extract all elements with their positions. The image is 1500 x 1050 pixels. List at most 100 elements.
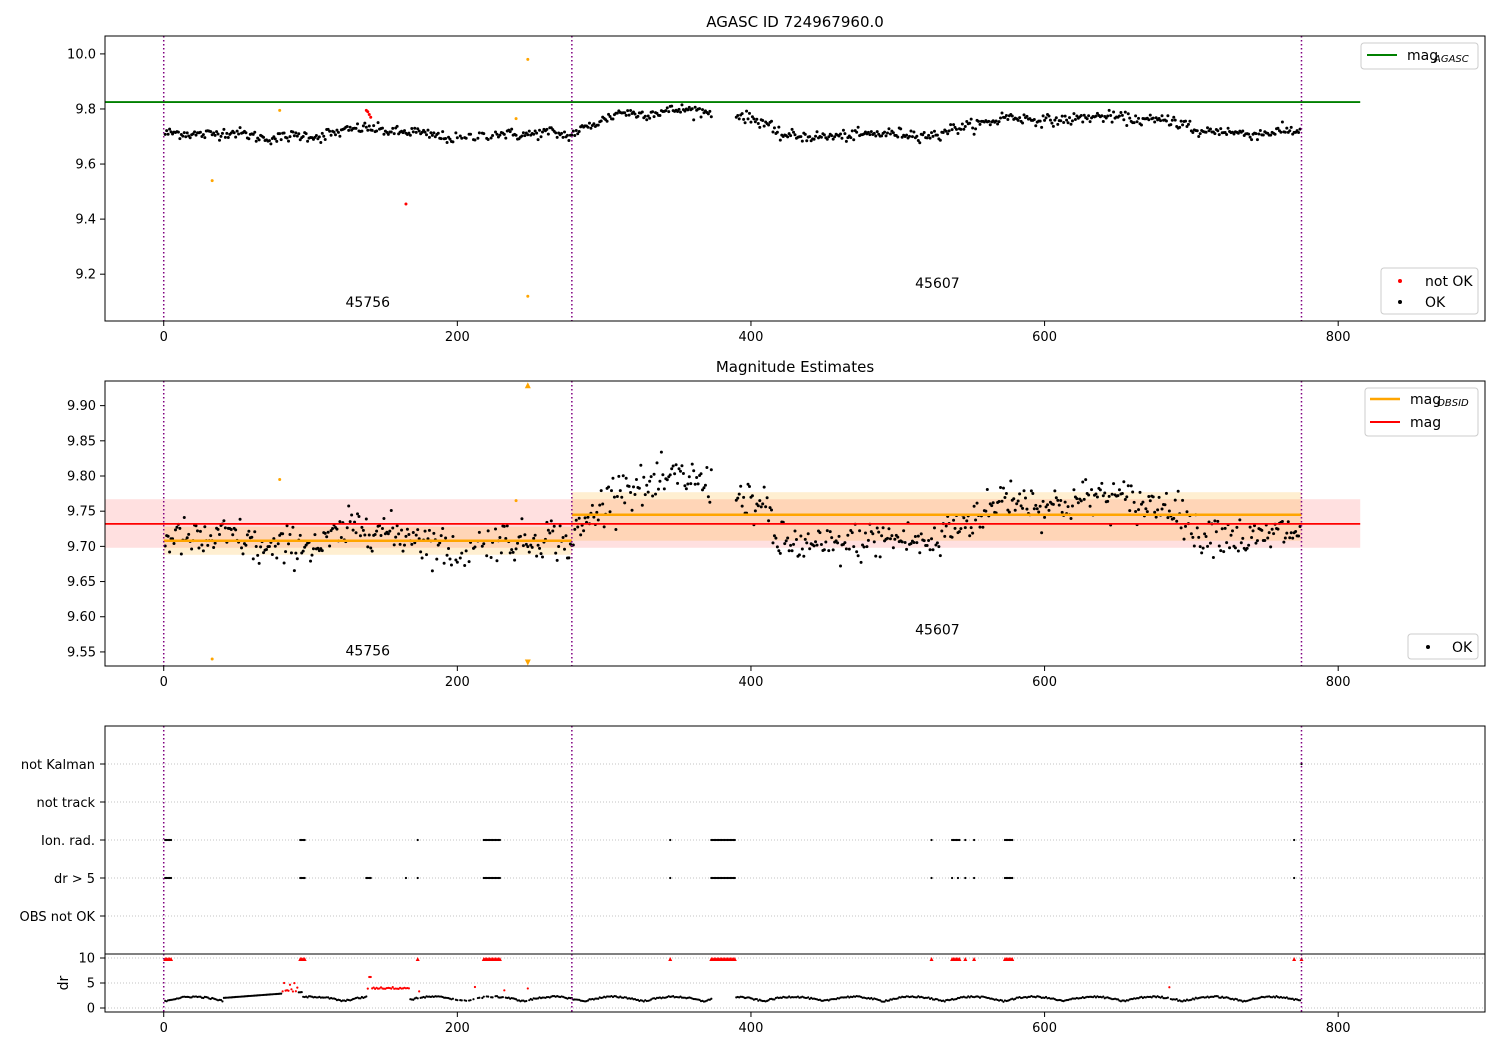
p1-ok-point-280 bbox=[589, 126, 593, 130]
p2-ok-point-453 bbox=[866, 538, 870, 542]
p2-ok-point-399 bbox=[787, 549, 791, 553]
p1-ok-point-576 bbox=[1047, 114, 1051, 118]
p2-ok-point-99 bbox=[309, 559, 313, 563]
p2-ok-point-439 bbox=[846, 533, 850, 537]
p2-ok-point-704 bbox=[1235, 525, 1239, 529]
p2-ok-point-209 bbox=[480, 544, 484, 548]
p2-ok-point-451 bbox=[863, 531, 867, 535]
p1-ok-point-436 bbox=[841, 128, 845, 132]
p1-ok-point-442 bbox=[850, 129, 854, 133]
p1-ok-point-167 bbox=[408, 133, 412, 137]
p2-ok-point-155 bbox=[391, 526, 395, 530]
p1-ok-point-719 bbox=[1257, 132, 1261, 136]
p3-flag-3-8-0 bbox=[930, 876, 933, 880]
p1-ok-point-523 bbox=[969, 117, 973, 121]
p2-ok-point-316 bbox=[642, 475, 646, 479]
p2-ok-point-299 bbox=[617, 474, 621, 478]
p2-ok-point-466 bbox=[885, 536, 889, 540]
p2-ok-point-410 bbox=[803, 537, 807, 541]
p1-ok-point-697 bbox=[1225, 133, 1229, 137]
p1-legend-ok-label: OK bbox=[1425, 295, 1446, 311]
p2-ok-point-15 bbox=[185, 536, 189, 540]
p1-orange-point-0 bbox=[210, 179, 214, 183]
p1-ok-point-429 bbox=[831, 137, 835, 141]
p2-ok-point-134 bbox=[360, 525, 364, 529]
p2-ok-point-25 bbox=[200, 543, 204, 547]
p1-ok-point-31 bbox=[209, 130, 213, 134]
p1-ok-point-579 bbox=[1051, 124, 1055, 128]
p1-ok-point-155 bbox=[391, 126, 395, 130]
p1-ok-point-402 bbox=[792, 130, 796, 134]
p2-ok-point-595 bbox=[1075, 497, 1079, 501]
p3-flag-3-11-0 bbox=[964, 876, 967, 880]
p1-ok-point-510 bbox=[950, 128, 954, 132]
p1-orange-point-3 bbox=[526, 57, 530, 61]
p1-ok-point-508 bbox=[947, 129, 951, 133]
p1-ok-point-117 bbox=[335, 128, 339, 132]
p1-ok-point-590 bbox=[1068, 116, 1072, 120]
p2-ok-point-589 bbox=[1066, 505, 1070, 509]
p2-ok-point-648 bbox=[1153, 510, 1157, 514]
p2-ok-point-716 bbox=[1253, 524, 1257, 528]
p4-dr-high-9-0 bbox=[972, 957, 977, 961]
p1-ok-point-509 bbox=[949, 123, 953, 127]
p1-ytick-label-1: 9.4 bbox=[75, 213, 96, 228]
p2-ok-point-512 bbox=[953, 526, 957, 530]
p1-ok-point-504 bbox=[941, 130, 945, 134]
p2-ok-point-48 bbox=[234, 528, 238, 532]
p2-ok-point-694 bbox=[1220, 527, 1224, 531]
p1-ok-point-135 bbox=[361, 124, 365, 128]
p1-ok-point-116 bbox=[333, 133, 337, 137]
p1-ok-point-168 bbox=[410, 126, 414, 130]
p1-ok-point-317 bbox=[643, 114, 647, 118]
p1-ok-point-126 bbox=[348, 125, 352, 129]
p2-ytick-label-1: 9.60 bbox=[67, 610, 96, 625]
p1-ok-point-428 bbox=[830, 134, 834, 138]
p3-row-label-2: Ion. rad. bbox=[41, 834, 95, 849]
p2-ok-point-407 bbox=[799, 534, 803, 538]
p2-ok-point-350 bbox=[692, 469, 696, 473]
p1-ok-point-584 bbox=[1059, 119, 1063, 123]
p2-ok-point-308 bbox=[630, 508, 634, 512]
p1-xtick-label-1: 200 bbox=[445, 330, 470, 345]
p1-ok-point-693 bbox=[1219, 127, 1223, 131]
p1-ok-point-519 bbox=[963, 125, 967, 129]
p2-ok-point-110 bbox=[325, 535, 329, 539]
p4-dr-point-691 bbox=[1216, 995, 1219, 998]
p2-ok-point-487 bbox=[916, 534, 920, 538]
p2-ok-point-663 bbox=[1175, 519, 1179, 523]
p1-ok-point-667 bbox=[1181, 123, 1185, 127]
p2-ok-point-744 bbox=[1294, 529, 1298, 533]
p2-ok-point-592 bbox=[1070, 504, 1074, 508]
p1-ok-point-602 bbox=[1085, 117, 1089, 121]
p1-ok-point-578 bbox=[1050, 121, 1054, 125]
p1-ok-point-458 bbox=[874, 134, 878, 138]
p1-ok-point-141 bbox=[370, 128, 374, 132]
p4-dr-point-529 bbox=[978, 996, 982, 999]
p2-ok-point-478 bbox=[903, 540, 907, 544]
p2-ok-point-289 bbox=[602, 525, 606, 529]
p1-ok-point-391 bbox=[775, 130, 779, 134]
p2-ok-point-8 bbox=[175, 525, 179, 529]
p2-ok-point-644 bbox=[1147, 495, 1151, 499]
p4-dr-point-238 bbox=[528, 999, 531, 1002]
p4-dr-point-123 bbox=[344, 999, 347, 1003]
p1-ok-point-367 bbox=[740, 112, 744, 116]
p2-ok-point-6 bbox=[172, 542, 176, 546]
p1-ok-point-593 bbox=[1072, 112, 1076, 116]
p2-ok-point-67 bbox=[262, 551, 266, 555]
p1-ok-point-570 bbox=[1038, 119, 1042, 123]
p2-ok-point-65 bbox=[259, 545, 263, 549]
p2-ok-point-187 bbox=[438, 541, 442, 545]
p2-ok-point-358 bbox=[703, 483, 707, 487]
p1-ok-point-738 bbox=[1285, 126, 1289, 130]
p1-ok-point-138 bbox=[366, 128, 370, 132]
p2-ok-point-160 bbox=[398, 542, 402, 546]
p1-ok-point-692 bbox=[1217, 133, 1221, 137]
p1-ok-point-600 bbox=[1082, 113, 1086, 117]
p4-xtick-label-1: 200 bbox=[445, 1021, 470, 1036]
p1-ok-point-507 bbox=[946, 132, 950, 136]
p1-xtick-label-4: 800 bbox=[1326, 330, 1351, 345]
p2-ok-point-126 bbox=[348, 520, 352, 524]
p2-ok-point-735 bbox=[1280, 519, 1284, 523]
